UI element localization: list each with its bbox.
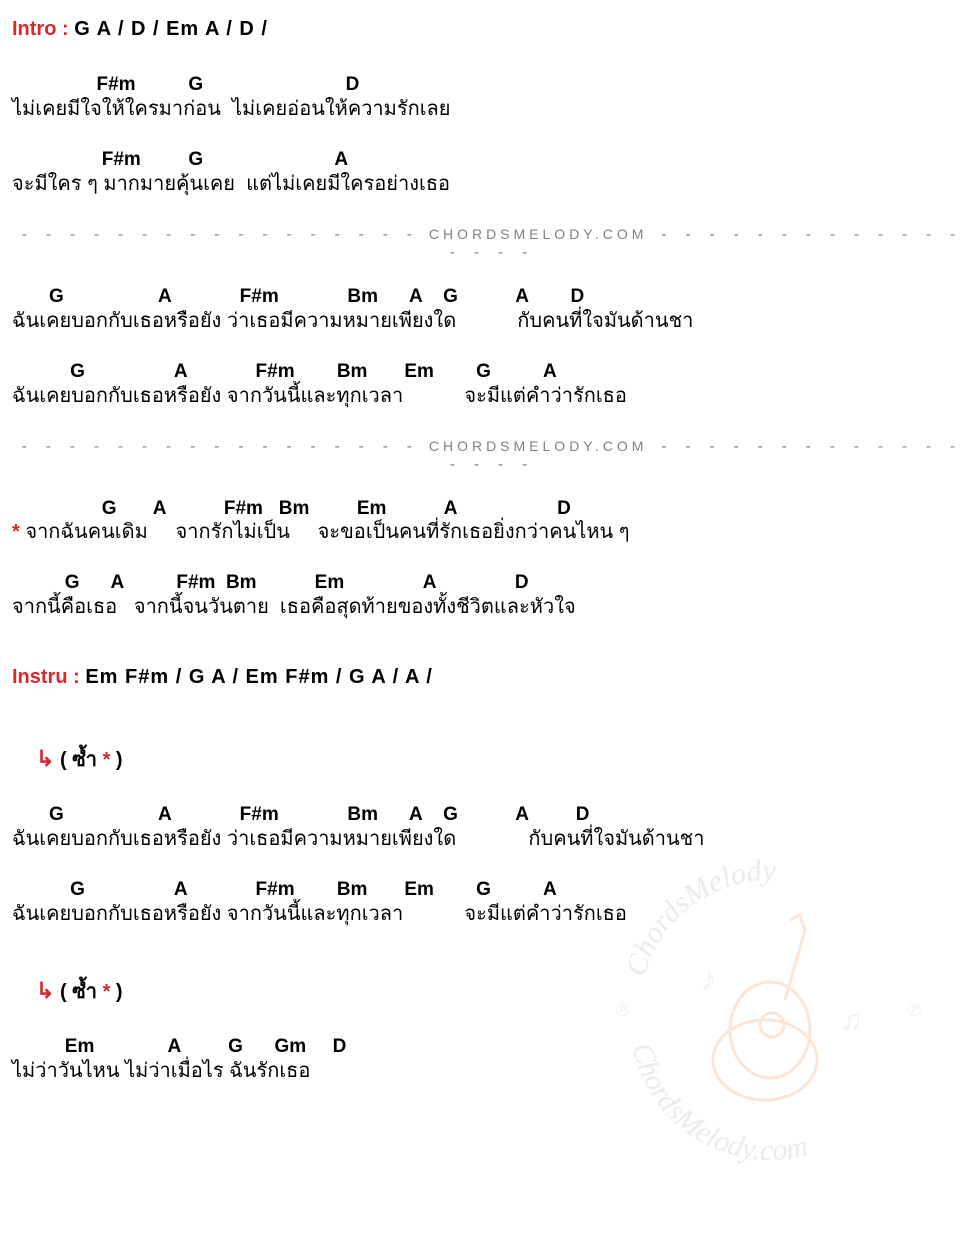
repeat-arrow-icon: ↳	[36, 746, 54, 771]
chorus3-line2: G A F#m Bm Em G A ฉันเคยบอกกับเธอหรือยัง…	[12, 880, 968, 925]
chorus1-line1: G A F#m Bm A G A D ฉันเคยบอกกับเธอหรือยั…	[12, 287, 968, 332]
star-marker: *	[12, 521, 25, 543]
instru-line: Instru : Em F#m / G A / Em F#m / G A / A…	[12, 666, 968, 689]
repeat-close: )	[110, 749, 122, 771]
lyric-row: ฉันเคยบอกกับเธอหรือยัง ว่าเธอมีความหมายเ…	[12, 310, 968, 332]
lyric-row: ไม่ว่าวันไหน ไม่ว่าเมื่อไร ฉันรักเธอ	[12, 1060, 968, 1082]
section-divider: - - - - - - - - - - - - - - - - - CHORDS…	[12, 437, 968, 473]
lyric-row: ไม่เคยมีใจให้ใครมาก่อน ไม่เคยอ่อนให้ความ…	[12, 98, 968, 120]
chorus3-line1: G A F#m Bm A G A D ฉันเคยบอกกับเธอหรือยั…	[12, 805, 968, 850]
chord-row: Em A G Gm D	[12, 1037, 968, 1058]
chord-row: G A F#m Bm Em A D	[12, 573, 968, 594]
chord-row: F#m G A	[12, 150, 968, 171]
lyric-row: จากนี้คือเธอ จากนี้จนวันตาย เธอคือสุดท้า…	[12, 596, 968, 618]
chord-row: G A F#m Bm A G A D	[12, 287, 968, 308]
divider-brand: CHORDSMELODY.COM	[429, 438, 648, 454]
instru-label: Instru :	[12, 666, 80, 688]
divider-dashes-left: - - - - - - - - - - - - - - - - -	[20, 225, 417, 243]
divider-brand: CHORDSMELODY.COM	[429, 226, 648, 242]
chorus2-line2: G A F#m Bm Em A D จากนี้คือเธอ จากนี้จนว…	[12, 573, 968, 618]
verse1-line2: F#m G A จะมีใคร ๆ มากมายคุ้นเคย แต่ไม่เค…	[12, 150, 968, 195]
chord-row: G A F#m Bm Em G A	[12, 362, 968, 383]
outro-line: Em A G Gm D ไม่ว่าวันไหน ไม่ว่าเมื่อไร ฉ…	[12, 1037, 968, 1082]
divider-dashes-left: - - - - - - - - - - - - - - - - -	[20, 437, 417, 455]
lyric-text: จากฉันคนเดิม จากรักไม่เป็น จะขอเป็นคนที่…	[25, 521, 629, 543]
chorus1-line2: G A F#m Bm Em G A ฉันเคยบอกกับเธอหรือยัง…	[12, 362, 968, 407]
instru-chords: Em F#m / G A / Em F#m / G A / A /	[85, 666, 433, 688]
repeat-open: ( ซ้ำ	[60, 749, 103, 771]
repeat-marker: ↳ ( ซ้ำ * )	[36, 743, 968, 775]
music-note-icon: ♫	[840, 1004, 863, 1037]
repeat-close: )	[110, 981, 122, 1003]
chord-row: G A F#m Bm A G A D	[12, 805, 968, 826]
verse1-line1: F#m G D ไม่เคยมีใจให้ใครมาก่อน ไม่เคยอ่อ…	[12, 75, 968, 120]
lyric-row: ฉันเคยบอกกับเธอหรือยัง ว่าเธอมีความหมายเ…	[12, 828, 968, 850]
lyric-row: ฉันเคยบอกกับเธอหรือยัง จากวันนี้และทุกเว…	[12, 903, 968, 925]
chord-row: G A F#m Bm Em G A	[12, 880, 968, 901]
repeat-marker: ↳ ( ซ้ำ * )	[36, 975, 968, 1007]
chord-row: G A F#m Bm Em A D	[12, 499, 968, 520]
intro-line: Intro : G A / D / Em A / D /	[12, 18, 968, 41]
chorus2-line1: G A F#m Bm Em A D * จากฉันคนเดิม จากรักไ…	[12, 499, 968, 544]
lyric-row: จะมีใคร ๆ มากมายคุ้นเคย แต่ไม่เคยมีใครอย…	[12, 173, 968, 195]
lyric-row: * จากฉันคนเดิม จากรักไม่เป็น จะขอเป็นคนท…	[12, 521, 968, 543]
section-divider: - - - - - - - - - - - - - - - - - CHORDS…	[12, 225, 968, 261]
intro-chords: G A / D / Em A / D /	[74, 18, 268, 40]
intro-label: Intro :	[12, 18, 69, 40]
repeat-open: ( ซ้ำ	[60, 981, 103, 1003]
lyric-row: ฉันเคยบอกกับเธอหรือยัง จากวันนี้และทุกเว…	[12, 385, 968, 407]
chord-row: F#m G D	[12, 75, 968, 96]
repeat-arrow-icon: ↳	[36, 978, 54, 1003]
